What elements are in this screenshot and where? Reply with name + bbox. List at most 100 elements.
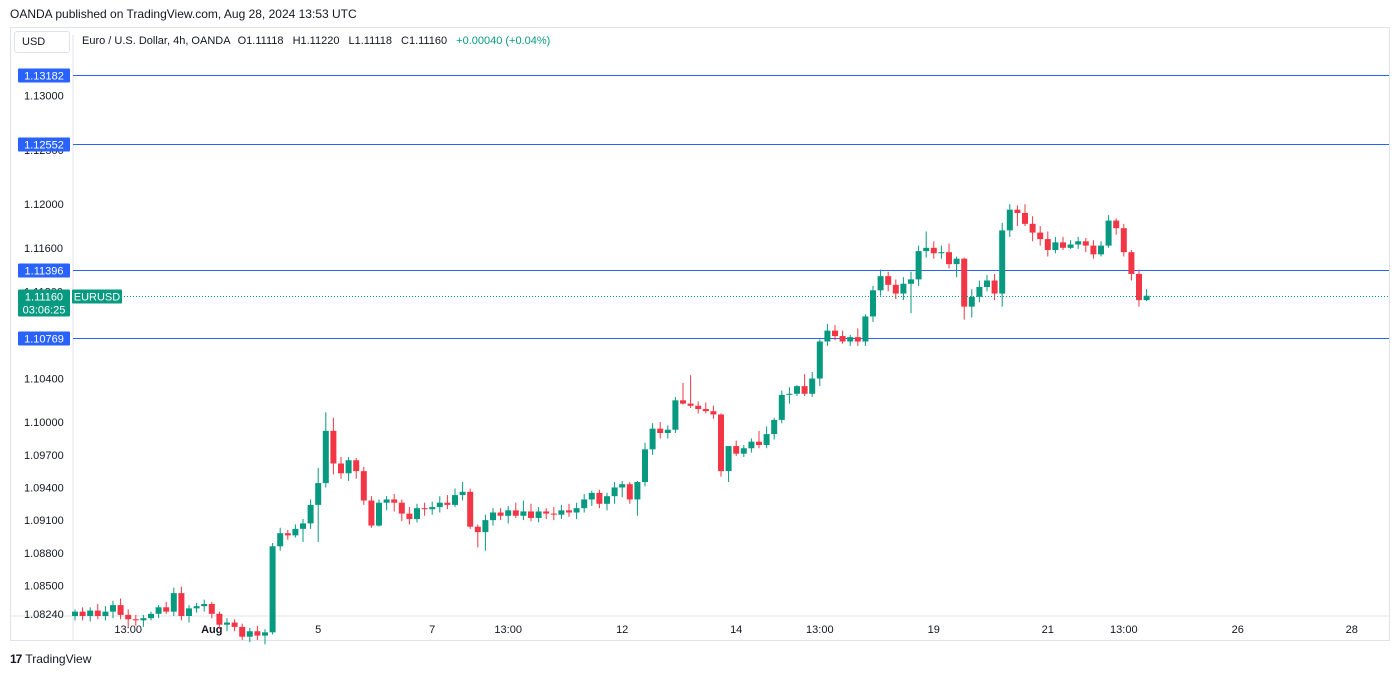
candle-body [771, 419, 778, 435]
candle-body [474, 526, 481, 533]
candle-body [748, 441, 755, 449]
candle-body [406, 513, 413, 520]
candle-body [1143, 295, 1150, 301]
time-tick-label: 19 [928, 624, 940, 636]
candle-body [604, 496, 610, 504]
candle-body [528, 511, 534, 518]
candle-body [885, 276, 892, 285]
candle-body [391, 499, 398, 503]
candle-body [839, 336, 846, 342]
legend-high: H1.11220 [292, 35, 340, 47]
candle-body [649, 428, 656, 450]
time-tick-label: 7 [429, 624, 435, 636]
candle-body [383, 499, 390, 503]
legend-open: O1.11118 [237, 35, 284, 47]
candle-body [634, 482, 641, 500]
legend-change: +0.00040 (+0.04%) [456, 35, 551, 47]
candle-body [459, 491, 466, 496]
candle-body [778, 394, 785, 420]
candle-body [1014, 209, 1021, 213]
candle-body [110, 605, 116, 612]
candle-body [611, 487, 618, 497]
candle-body [946, 252, 952, 265]
candle-body [680, 400, 686, 404]
candle-body [801, 386, 808, 394]
price-tick-label: 1.10000 [24, 417, 64, 429]
candle-body [330, 430, 337, 464]
candle-body [535, 511, 542, 518]
candle-body [170, 593, 177, 612]
candle-body [186, 608, 192, 616]
candle-body [672, 400, 679, 430]
candle-body [626, 484, 633, 500]
candle-body [1052, 242, 1059, 250]
candle-body [596, 492, 603, 504]
candle-body [284, 533, 291, 536]
candle-body [573, 508, 580, 513]
candle-body [1128, 252, 1135, 274]
candle-body [1060, 242, 1066, 248]
candle-body [1037, 232, 1044, 240]
candle-body [300, 523, 306, 529]
candle-body [816, 341, 823, 379]
price-tick-label: 1.10400 [24, 374, 64, 386]
candle-body [581, 499, 588, 509]
candle-body [718, 414, 724, 472]
candle-body [938, 252, 945, 254]
candle-body [725, 446, 732, 472]
candle-body [490, 512, 496, 521]
candle-body [1090, 245, 1097, 255]
candle-body [467, 491, 474, 527]
candle-body [991, 280, 998, 294]
candle-body [1022, 212, 1028, 224]
candle-body [269, 546, 276, 633]
time-tick-label: 12 [616, 624, 628, 636]
candle-body [664, 429, 671, 433]
candle-body [702, 409, 709, 412]
horizontal-line-badge [18, 263, 70, 278]
candle-body [984, 280, 990, 288]
tradingview-logo-icon: 17 [10, 652, 22, 666]
candle-body [642, 449, 648, 483]
legend-close: C1.11160 [401, 35, 448, 47]
candle-body [414, 508, 420, 520]
candle-body [877, 276, 884, 291]
candle-body [908, 279, 914, 284]
countdown-label: 03:06:25 [23, 305, 66, 317]
candle-body [102, 611, 109, 616]
candle-body [353, 460, 360, 472]
candle-body [482, 520, 489, 533]
horizontal-line-label: 1.10769 [24, 334, 64, 346]
candle-body [201, 604, 208, 607]
currency-button[interactable]: USD [14, 31, 70, 53]
candle-body [512, 510, 519, 516]
candle-body [72, 611, 78, 616]
candle-body [976, 287, 983, 297]
candle-body [862, 316, 869, 342]
candle-body [809, 378, 816, 394]
candle-body [117, 605, 124, 615]
candle-body [497, 512, 504, 516]
candle-body [1136, 273, 1142, 301]
price-tick-label: 1.08500 [24, 580, 64, 592]
candle-body [376, 502, 382, 526]
candle-body [231, 622, 238, 627]
brand-name: TradingView [25, 652, 92, 666]
candle-body [345, 460, 352, 474]
candle-body [292, 528, 299, 536]
candle-body [1044, 239, 1051, 250]
candle-body [140, 618, 147, 621]
chart-legend: Euro / U.S. Dollar, 4h, OANDA O1.11118 H… [82, 35, 554, 47]
candle-body [216, 613, 223, 625]
candle-body [892, 284, 899, 294]
candle-body [566, 510, 572, 513]
footer-brand: 17 TradingView [10, 652, 91, 666]
candle-body [239, 626, 246, 637]
candle-body [1075, 241, 1082, 245]
price-tick-label: 1.08800 [24, 548, 64, 560]
candle-body [558, 510, 565, 515]
horizontal-line-label: 1.12552 [24, 140, 64, 152]
candle-body [854, 337, 861, 342]
horizontal-line-label: 1.11396 [25, 266, 64, 278]
